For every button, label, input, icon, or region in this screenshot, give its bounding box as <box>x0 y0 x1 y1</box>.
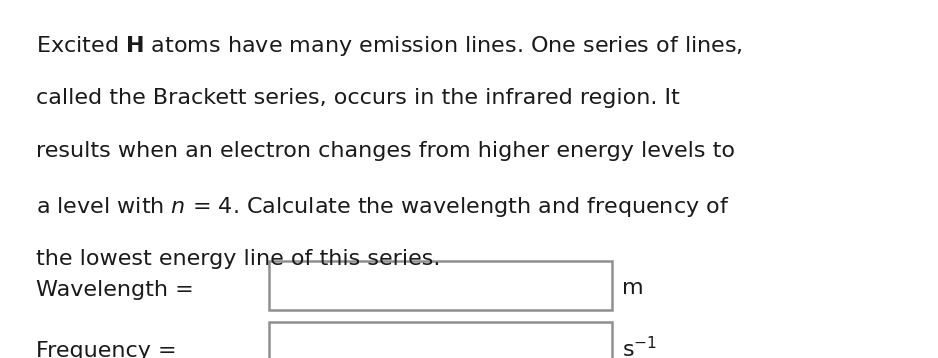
FancyBboxPatch shape <box>269 261 612 310</box>
Text: the lowest energy line of this series.: the lowest energy line of this series. <box>36 249 440 269</box>
FancyBboxPatch shape <box>269 322 612 358</box>
Text: called the Brackett series, occurs in the infrared region. It: called the Brackett series, occurs in th… <box>36 88 679 108</box>
Text: results when an electron changes from higher energy levels to: results when an electron changes from hi… <box>36 141 734 161</box>
Text: Excited $\mathbf{H}$ atoms have many emission lines. One series of lines,: Excited $\mathbf{H}$ atoms have many emi… <box>36 34 742 58</box>
Text: Wavelength =: Wavelength = <box>36 280 201 300</box>
Text: m: m <box>622 278 643 298</box>
Text: $\mathrm{s}^{-1}$: $\mathrm{s}^{-1}$ <box>622 337 658 358</box>
Text: a level with $n$ = 4. Calculate the wavelength and frequency of: a level with $n$ = 4. Calculate the wave… <box>36 195 729 219</box>
Text: Frequency =: Frequency = <box>36 341 184 358</box>
